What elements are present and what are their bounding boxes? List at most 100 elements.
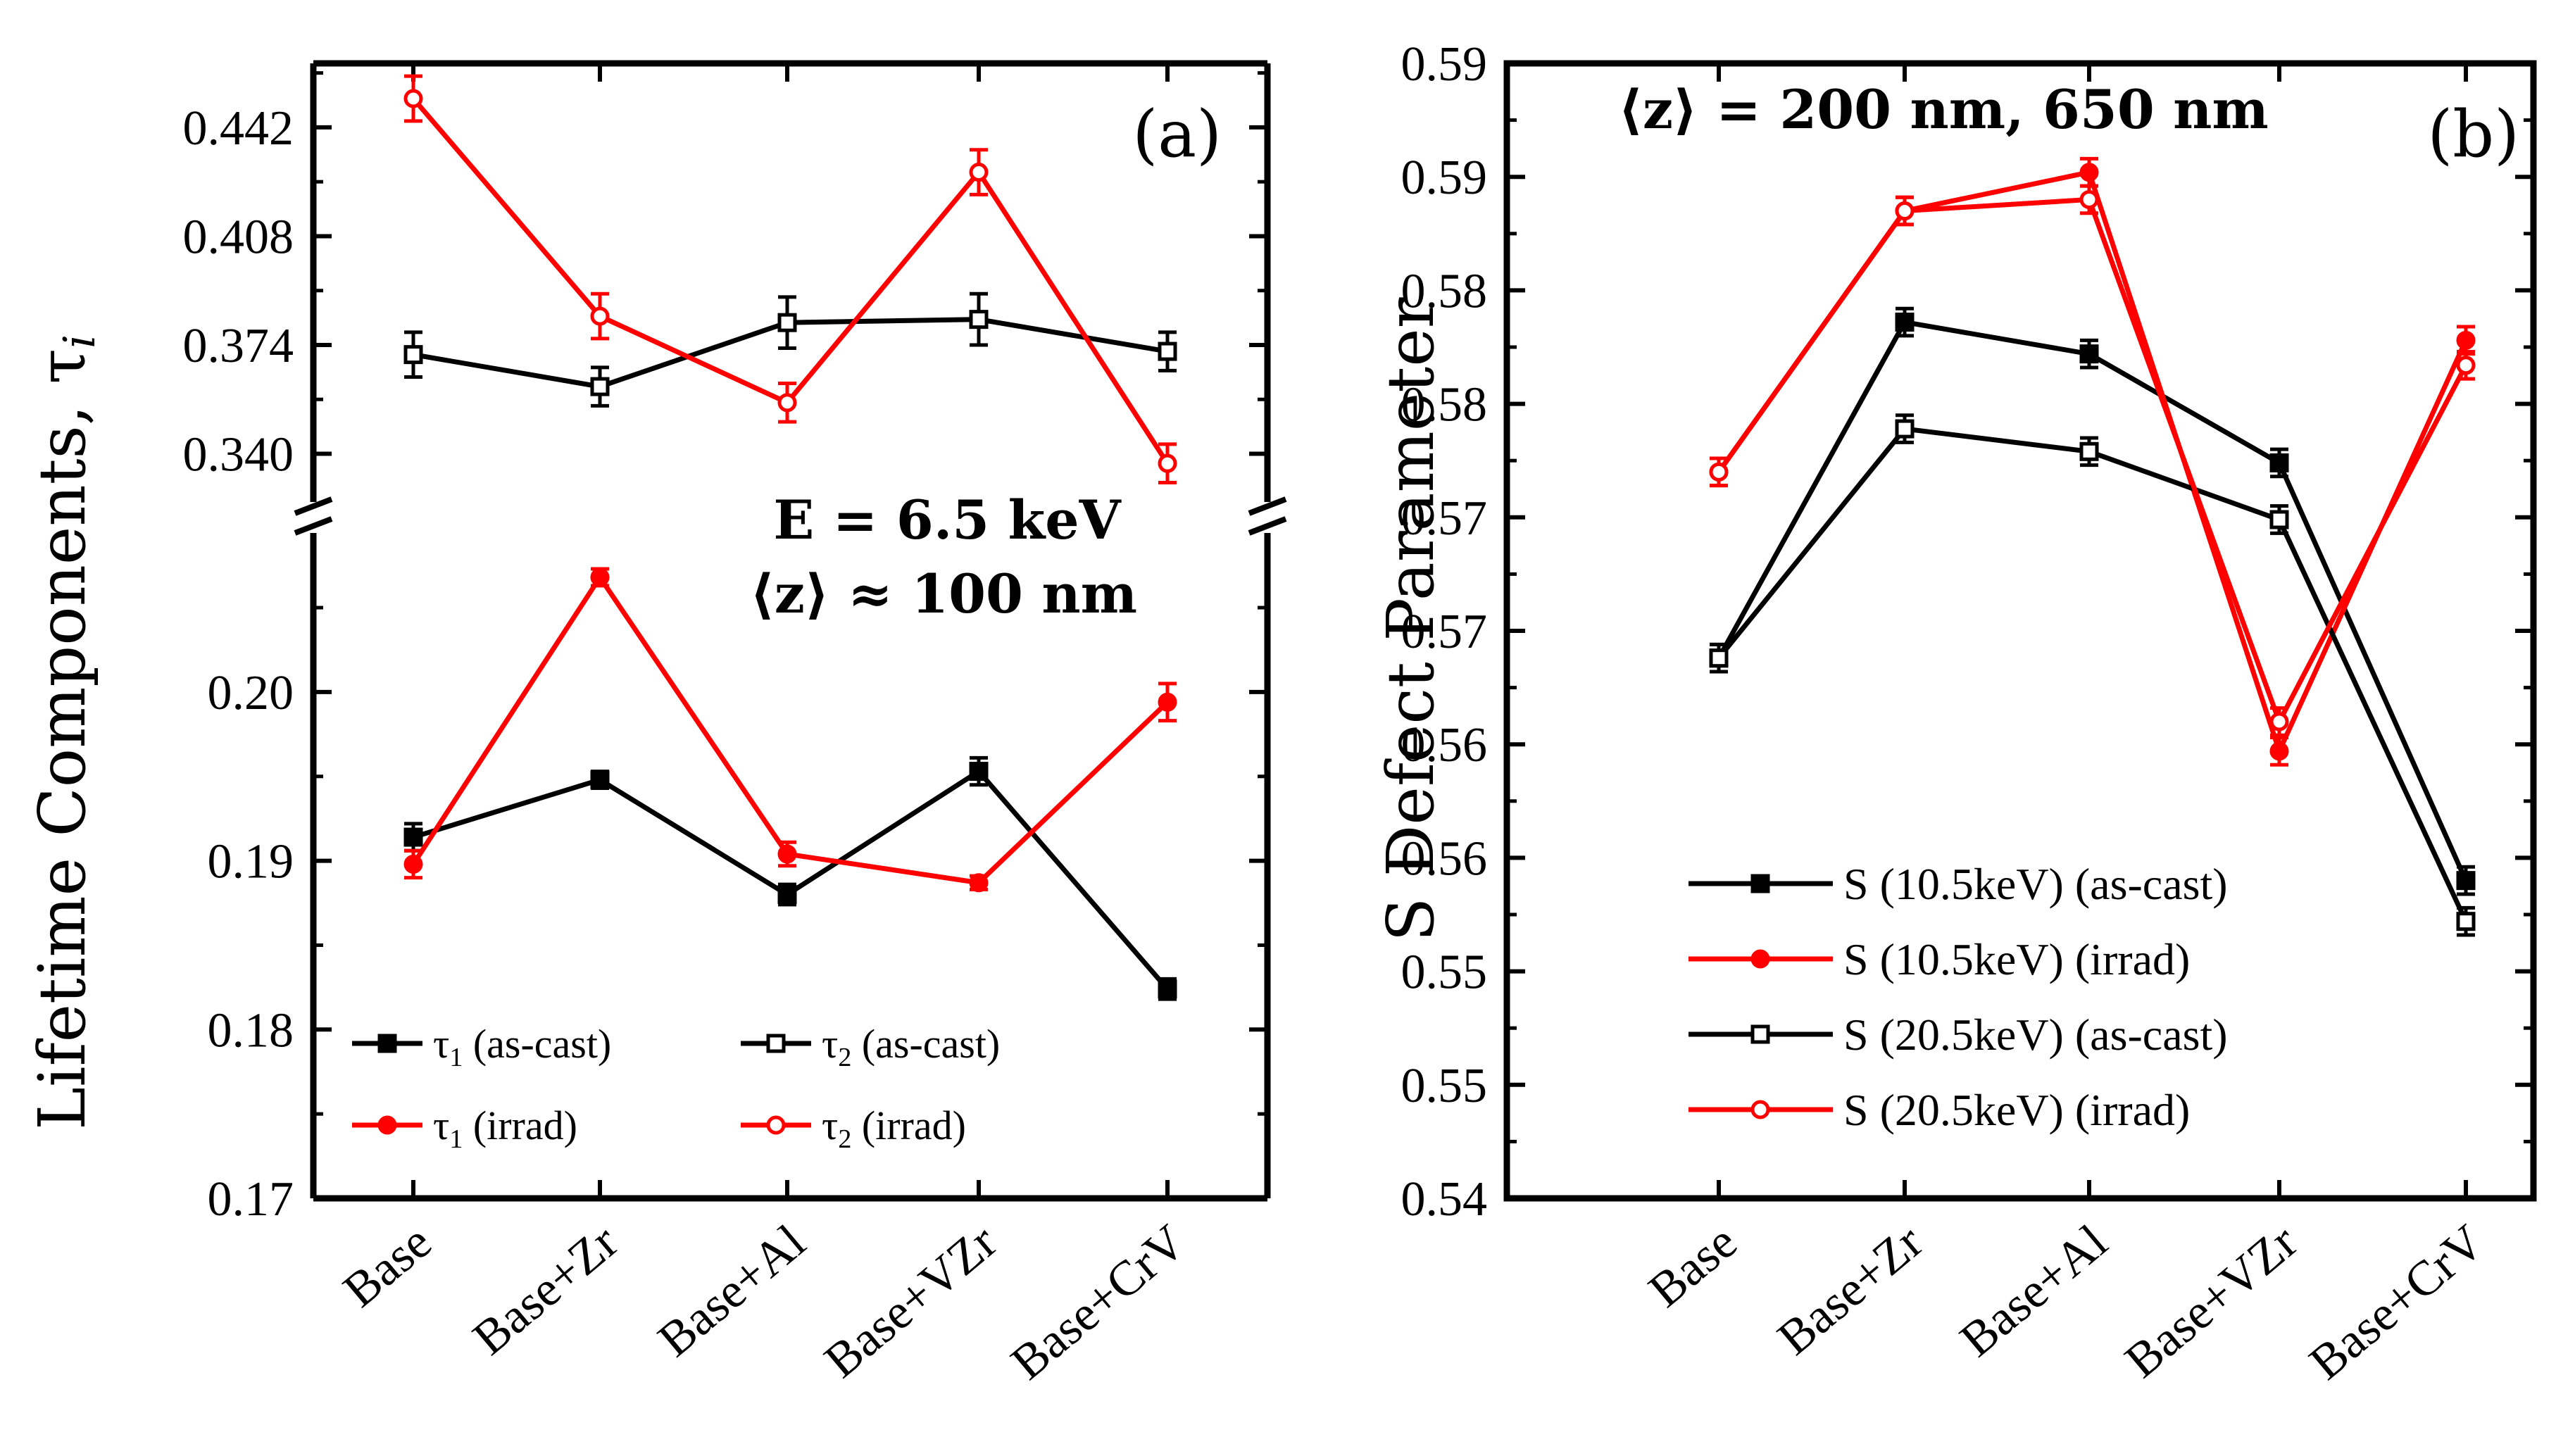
legend-marker	[1750, 874, 1770, 893]
data-point	[2079, 189, 2099, 209]
data-point	[777, 885, 797, 905]
data-point	[403, 854, 423, 874]
series-line	[1716, 319, 2469, 882]
panel-a-upper-y-ticks: 0.340 0.374 0.408 0.442	[183, 71, 1267, 482]
legend-label-sub: 1	[449, 1124, 463, 1154]
x-tick-label: Base+CrV	[1001, 1215, 1196, 1390]
data-point	[2269, 712, 2289, 732]
panel-a-label: (a)	[1132, 96, 1222, 172]
panel-a-lower-y-ticks: 0.17 0.18 0.19 0.20	[208, 605, 1267, 1226]
y-tick-label: 0.54	[1401, 1172, 1488, 1226]
legend-label-sub: 2	[838, 1043, 851, 1072]
data-point	[777, 313, 797, 332]
axis-break-mark	[1248, 496, 1287, 516]
data-point	[1895, 201, 1915, 221]
legend-marker	[766, 1034, 786, 1053]
x-tick-label: Base+Zr	[1768, 1215, 1934, 1365]
y-tick-label: 0.20	[208, 666, 294, 720]
legend-marker	[1750, 1024, 1770, 1044]
y-tick-label: 0.59	[1401, 151, 1488, 205]
data-point	[2456, 356, 2476, 375]
y-tick-label: 0.59	[1401, 37, 1488, 92]
panel-b-frame-box	[1503, 60, 2537, 1202]
y-tick-label: 0.19	[208, 835, 294, 889]
data-point	[2079, 441, 2099, 461]
data-point	[403, 89, 423, 108]
legend-entry: S (10.5keV) (as-cast)	[1689, 859, 2228, 909]
x-tick-label: Base	[334, 1215, 442, 1317]
panel-b-label: (b)	[2427, 96, 2519, 172]
legend-label-rest: (as-cast)	[463, 1021, 611, 1067]
series-3	[403, 74, 1177, 484]
x-tick-label: Base+Al	[649, 1215, 816, 1367]
data-point	[969, 762, 989, 782]
series-1	[403, 291, 1177, 408]
legend-entry: S (20.5keV) (irrad)	[1689, 1085, 2190, 1135]
data-point	[969, 310, 989, 330]
legend-label: S (20.5keV) (as-cast)	[1843, 1010, 2228, 1060]
y-tick-label: 0.57	[1401, 491, 1488, 546]
data-point	[2456, 912, 2476, 931]
y-tick-label: 0.340	[183, 428, 294, 482]
panel-b-series	[1709, 156, 2476, 937]
data-point	[1158, 453, 1177, 473]
legend-marker	[766, 1115, 786, 1135]
legend-marker	[1750, 949, 1770, 969]
data-point	[1709, 648, 1729, 668]
x-tick-label: Base+CrV	[2300, 1215, 2494, 1390]
panel-a-y-axis-label: Lifetime Components, τi	[25, 334, 105, 1130]
data-point	[777, 393, 797, 413]
y-tick-label: 0.55	[1401, 1059, 1488, 1113]
series-line	[1717, 426, 2469, 923]
data-point	[1895, 313, 1915, 332]
panel-a: Lifetime Components, τi 0.3400.3740.4080…	[25, 60, 1287, 1391]
axis-break-mark	[294, 516, 333, 536]
data-point	[2079, 163, 2099, 182]
legend-marker	[377, 1034, 397, 1053]
legend-label-rest: (irrad)	[851, 1103, 966, 1148]
legend-label-rest: (as-cast)	[851, 1021, 1000, 1067]
legend-label-sub: 1	[449, 1043, 463, 1072]
series-2	[403, 567, 1177, 893]
series-1	[1709, 156, 2476, 767]
panel-a-legend: τ1 (as-cast) τ 2 (as-cast) τ1 (irrad) τ2 (ir…	[352, 1021, 1000, 1154]
panel-b: S Defect Parameter 0.54 0.55 0.55 0.56 0.56 0…	[1373, 37, 2537, 1391]
x-tick-label: Base+Zr	[463, 1215, 629, 1365]
panel-b-annotation-depth: ⟨z⟩ = 200 nm, 650 nm	[1618, 78, 2269, 141]
y-tick-label: 0.56	[1401, 718, 1488, 772]
data-point	[590, 770, 610, 790]
panel-b-y-axis-label: S Defect Parameter	[1373, 297, 1448, 941]
data-point	[2269, 741, 2289, 761]
x-tick-label: Base+Al	[1950, 1215, 2118, 1367]
data-point	[403, 345, 423, 365]
legend-label-rest: (irrad)	[463, 1103, 577, 1148]
y-tick-label: 0.17	[208, 1172, 294, 1226]
legend-entry: τ1 (as-cast)	[352, 1021, 611, 1072]
data-point	[590, 306, 610, 326]
panel-b-legend: S (10.5keV) (as-cast) S (10.5keV) (irrad)…	[1689, 859, 2228, 1135]
axis-break-mark	[1248, 516, 1287, 536]
series-line	[1717, 169, 2469, 758]
data-point	[2456, 871, 2476, 891]
y-tick-label: 0.57	[1401, 605, 1488, 659]
data-point	[1709, 462, 1729, 482]
legend-label: τ2 (irrad)	[822, 1103, 966, 1154]
data-point	[2079, 344, 2099, 364]
y-tick-label: 0.18	[208, 1003, 294, 1058]
data-point	[1895, 419, 1915, 439]
legend-entry: τ2 (irrad)	[741, 1103, 966, 1154]
x-tick-label: Base	[1639, 1215, 1748, 1317]
legend-entry: S (10.5keV) (irrad)	[1689, 934, 2190, 984]
series-line	[412, 767, 1170, 991]
data-point	[1158, 979, 1177, 999]
data-point	[2269, 453, 2289, 472]
legend-marker	[377, 1115, 397, 1135]
data-point	[403, 827, 423, 847]
legend-entry: τ1 (irrad)	[352, 1103, 577, 1154]
legend-label-sub: 2	[838, 1124, 851, 1154]
legend-marker	[1750, 1100, 1770, 1119]
legend-label-main: τ	[433, 1021, 449, 1067]
panel-a-annotation-energy: E = 6.5 keV	[773, 489, 1122, 551]
data-point	[2269, 510, 2289, 529]
